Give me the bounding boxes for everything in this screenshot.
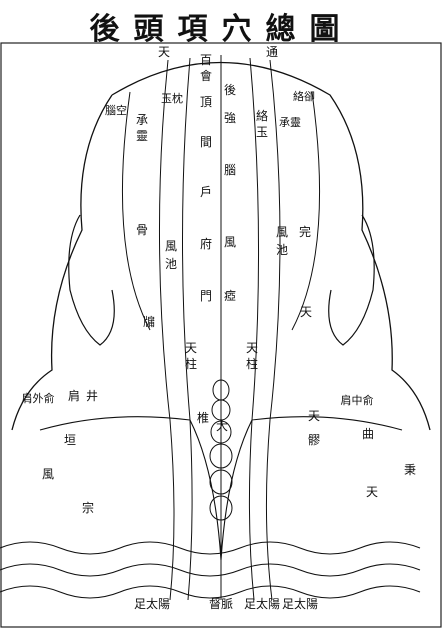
point-label: 宗 <box>82 500 94 515</box>
gallbladder-line-right <box>291 91 320 331</box>
point-label: 牖 <box>143 315 155 329</box>
point-label: 頂 <box>200 95 212 109</box>
point-label: 天 <box>300 305 312 319</box>
point-label: 足太陽 <box>282 596 318 611</box>
point-label: 肩外俞 <box>22 391 55 405</box>
ear-right <box>328 214 375 346</box>
point-label: 髎 <box>308 433 320 447</box>
point-label: 大 <box>216 419 228 433</box>
vertebrae <box>209 379 233 521</box>
point-label: 足太陽 <box>134 596 170 611</box>
point-label: 天 <box>158 45 170 59</box>
point-label: 井 <box>86 389 98 403</box>
point-label: 風 <box>276 225 288 239</box>
head-outline-right <box>111 61 431 431</box>
point-label: 間 <box>200 135 212 149</box>
point-label: 秉 <box>404 463 416 477</box>
point-label: 足太陽 <box>244 596 280 611</box>
gallbladder-line-left <box>122 91 151 331</box>
point-label: 後 <box>224 83 236 97</box>
point-label: 天 <box>185 341 197 355</box>
point-label: 絡 <box>256 108 268 123</box>
point-label: 門 <box>200 289 212 303</box>
point-label: 百 <box>200 53 212 67</box>
point-label: 天 <box>246 341 258 355</box>
ear-left <box>68 214 115 346</box>
point-label: 督脈 <box>209 596 233 611</box>
bladder-line-right-inner <box>248 57 260 601</box>
point-label: 骨 <box>136 223 148 237</box>
frame <box>0 42 442 628</box>
bladder-line-right-outer <box>265 59 281 601</box>
point-label: 承靈 <box>279 116 301 129</box>
wave-3 <box>0 585 421 599</box>
wave-1 <box>0 541 421 555</box>
point-label: 椎 <box>197 410 209 425</box>
point-label: 戶 <box>200 185 212 199</box>
point-label: 絡卻 <box>293 89 315 103</box>
point-label: 肩 <box>68 388 80 403</box>
point-label: 池 <box>165 257 177 271</box>
point-label: 風 <box>165 239 177 253</box>
point-label: 天 <box>308 409 320 423</box>
point-label: 腦 <box>224 162 236 177</box>
shoulder-left <box>39 416 222 561</box>
shoulder-right <box>220 416 403 561</box>
bladder-line-left-outer <box>158 59 175 601</box>
point-label: 柱 <box>246 356 258 371</box>
wave-2 <box>0 563 421 577</box>
bladder-line-left-inner <box>182 57 193 601</box>
point-label: 池 <box>276 243 288 257</box>
head-outline-left <box>11 94 113 431</box>
point-label: 承 <box>136 113 148 127</box>
point-label: 府 <box>200 236 212 251</box>
point-label: 瘂 <box>224 288 236 303</box>
point-label: 腦空 <box>105 103 127 117</box>
point-label: 玉 <box>256 125 268 139</box>
point-label: 靈 <box>136 129 148 143</box>
point-label: 柱 <box>185 356 197 371</box>
point-label: 垣 <box>64 433 76 447</box>
diagram-title: 後頭項穴總圖 <box>89 12 354 47</box>
point-label: 曲 <box>362 427 374 441</box>
point-label: 完 <box>299 224 311 239</box>
point-label: 天 <box>366 485 378 499</box>
point-label: 會 <box>200 69 212 83</box>
point-label: 通 <box>266 45 278 59</box>
point-label: 風 <box>224 235 236 249</box>
point-label: 強 <box>224 111 236 125</box>
point-label: 玉枕 <box>161 91 183 105</box>
point-label: 風 <box>42 467 54 481</box>
point-label: 肩中俞 <box>341 393 374 407</box>
